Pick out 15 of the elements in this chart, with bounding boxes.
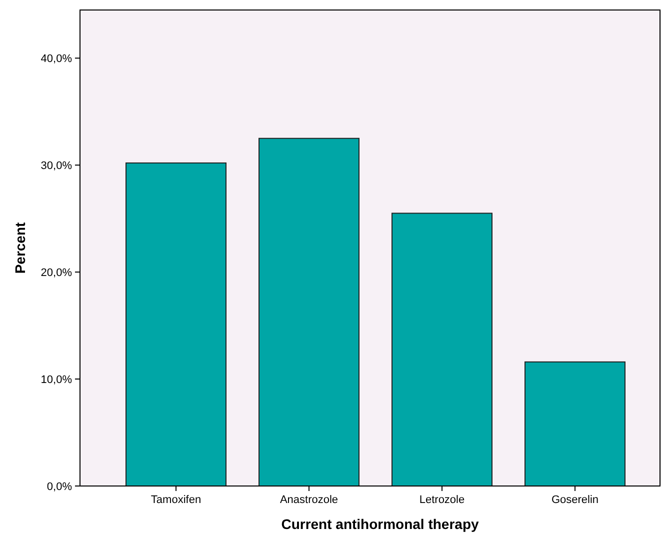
- bar: [524, 361, 626, 486]
- x-tick-label: Anastrozole: [280, 494, 338, 506]
- y-tick-label: 40,0%: [40, 52, 72, 65]
- x-axis-title: Current antihormonal therapy: [281, 516, 479, 532]
- bar: [126, 162, 226, 486]
- bar: [258, 138, 360, 486]
- y-tick-label: 0,0%: [46, 480, 72, 493]
- x-tick-label: Letrozole: [419, 494, 465, 506]
- bar: [392, 212, 492, 486]
- y-tick-label: 10,0%: [40, 374, 72, 386]
- y-tick-label: 30,0%: [40, 160, 72, 172]
- x-tick-label: Goserelin: [551, 494, 599, 506]
- x-tick-label: Tamoxifen: [150, 494, 202, 506]
- y-axis-title: Percent: [12, 222, 28, 274]
- y-tick-label: 20,0%: [40, 266, 72, 279]
